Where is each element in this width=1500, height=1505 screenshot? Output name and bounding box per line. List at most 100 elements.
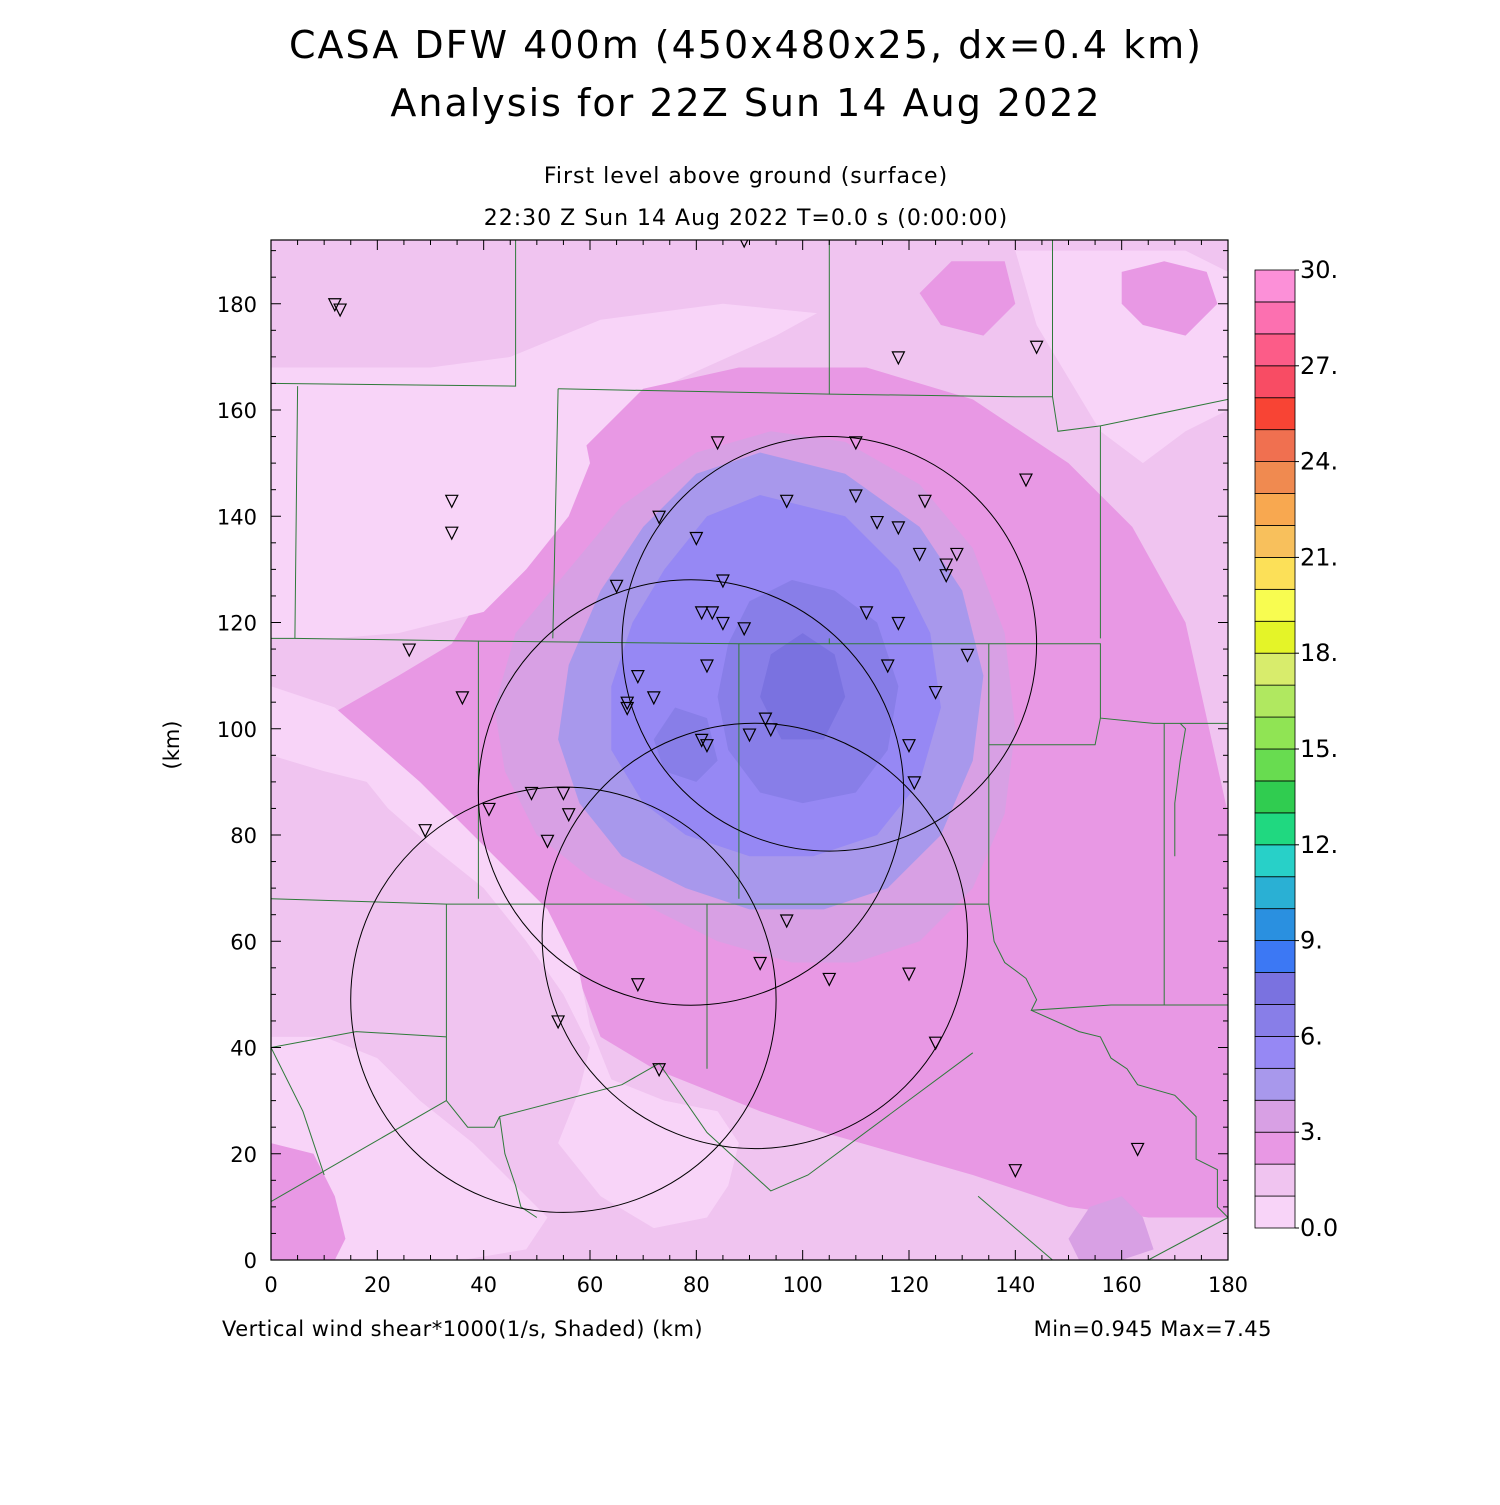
station-marker-12 <box>848 489 863 504</box>
county-line-17 <box>271 1100 447 1203</box>
station-marker-24 <box>705 606 720 621</box>
county-line-26 <box>499 1116 538 1218</box>
y-tick-label: 120 <box>217 612 257 636</box>
station-marker-11 <box>779 494 794 509</box>
shade-region-14 <box>919 261 1016 336</box>
shade-region-13 <box>760 633 846 740</box>
station-marker-45 <box>907 776 922 791</box>
county-line-2 <box>552 388 559 639</box>
county-line-20 <box>988 904 1228 1011</box>
station-marker-4 <box>1029 340 1044 355</box>
station-marker-26 <box>737 622 752 637</box>
station-marker-3 <box>891 351 906 366</box>
shade-region-4 <box>271 378 590 639</box>
station-marker-27 <box>859 606 874 621</box>
shade-region-3 <box>271 686 739 1229</box>
station-marker-54 <box>822 972 837 987</box>
colorbar-segment <box>1254 844 1296 878</box>
county-line-15 <box>271 1031 447 1048</box>
colorbar-label: 21. <box>1300 543 1338 571</box>
range-ring-0 <box>621 436 1038 852</box>
station-marker-10 <box>652 510 667 525</box>
station-marker-39 <box>758 712 773 727</box>
colorbar-label: 9. <box>1300 927 1323 955</box>
colorbar-segment <box>1254 716 1296 750</box>
station-marker-47 <box>556 786 571 801</box>
station-marker-41 <box>694 733 709 748</box>
colorbar-segment <box>1254 780 1296 814</box>
station-marker-33 <box>960 648 975 663</box>
station-marker-50 <box>418 824 433 839</box>
colorbar-label: 12. <box>1300 831 1338 859</box>
x-tick-label: 100 <box>783 1273 823 1297</box>
x-tick-label: 180 <box>1208 1273 1248 1297</box>
county-line-24 <box>977 1195 1053 1260</box>
colorbar-segment <box>1254 684 1296 718</box>
station-marker-46 <box>524 786 539 801</box>
station-marker-52 <box>779 914 794 929</box>
y-tick-label: 0 <box>244 1249 257 1273</box>
station-marker-7 <box>1018 473 1033 488</box>
station-marker-35 <box>620 701 635 716</box>
station-marker-37 <box>646 691 661 706</box>
station-marker-55 <box>902 967 916 982</box>
x-tick-label: 80 <box>683 1273 710 1297</box>
colorbar-label: 27. <box>1300 352 1338 380</box>
colorbar-segment <box>1254 1067 1296 1101</box>
station-markers <box>327 240 1145 1179</box>
x-axis-label: Vertical wind shear*1000(1/s, Shaded) (k… <box>222 1317 703 1341</box>
county-line-14 <box>445 904 501 1128</box>
colorbar-segment <box>1254 301 1296 335</box>
county-line-22 <box>1174 723 1187 857</box>
x-tick-label: 20 <box>364 1273 391 1297</box>
station-marker-18 <box>939 558 954 573</box>
colorbar-segment <box>1254 365 1296 399</box>
colorbar-label: 30. <box>1300 256 1338 284</box>
colorbar-segment <box>1254 333 1296 367</box>
station-marker-20 <box>939 569 954 584</box>
station-marker-57 <box>551 1015 566 1030</box>
colorbar-segment <box>1254 812 1296 846</box>
shade-region-7 <box>271 1143 346 1260</box>
station-marker-29 <box>402 643 417 658</box>
station-marker-8 <box>444 494 459 509</box>
y-axis: 0 20 40 60 80 100 120 140 160 180 <box>217 250 1228 1273</box>
y-tick-label: 160 <box>217 399 257 423</box>
station-marker-38 <box>928 685 943 700</box>
colorbar-label: 6. <box>1300 1022 1323 1050</box>
station-marker-28 <box>891 616 906 631</box>
colorbar-segment <box>1254 1036 1296 1069</box>
chart-subtitle-line-2: 22:30 Z Sun 14 Aug 2022 T=0.0 s (0:00:00… <box>484 206 1009 231</box>
colorbar-segment <box>1254 1195 1296 1229</box>
shade-region-12 <box>653 707 718 782</box>
station-marker-32 <box>880 659 895 674</box>
county-line-23 <box>1031 1009 1228 1218</box>
station-marker-16 <box>689 531 704 546</box>
colorbar-segment <box>1254 748 1296 782</box>
station-marker-60 <box>1130 1142 1145 1157</box>
station-marker-48 <box>482 802 496 817</box>
station-marker-58 <box>928 1036 943 1051</box>
station-marker-25 <box>715 616 730 631</box>
colorbar-segment <box>1254 620 1296 654</box>
chart-title-line-1: CASA DFW 400m (450x480x25, dx=0.4 km) <box>289 23 1203 67</box>
station-marker-42 <box>699 739 714 754</box>
station-marker-59 <box>652 1063 667 1078</box>
station-marker-22 <box>715 574 730 589</box>
colorbar-label: 24. <box>1300 448 1338 476</box>
station-marker-5 <box>710 436 725 451</box>
colorbar-segment <box>1254 557 1296 590</box>
station-marker-17 <box>912 547 927 562</box>
colorbar-label: 0.0 <box>1300 1214 1338 1242</box>
colorbar-segment <box>1254 493 1296 526</box>
station-marker-49 <box>561 808 576 823</box>
station-marker-13 <box>917 494 932 509</box>
station-marker-44 <box>902 739 916 754</box>
station-marker-51 <box>540 834 555 849</box>
y-tick-label: 20 <box>230 1143 257 1167</box>
x-tick-label: 160 <box>1102 1273 1142 1297</box>
colorbar-label: 3. <box>1300 1118 1323 1146</box>
station-marker-6 <box>848 436 863 451</box>
colorbar-segment <box>1254 1099 1296 1133</box>
